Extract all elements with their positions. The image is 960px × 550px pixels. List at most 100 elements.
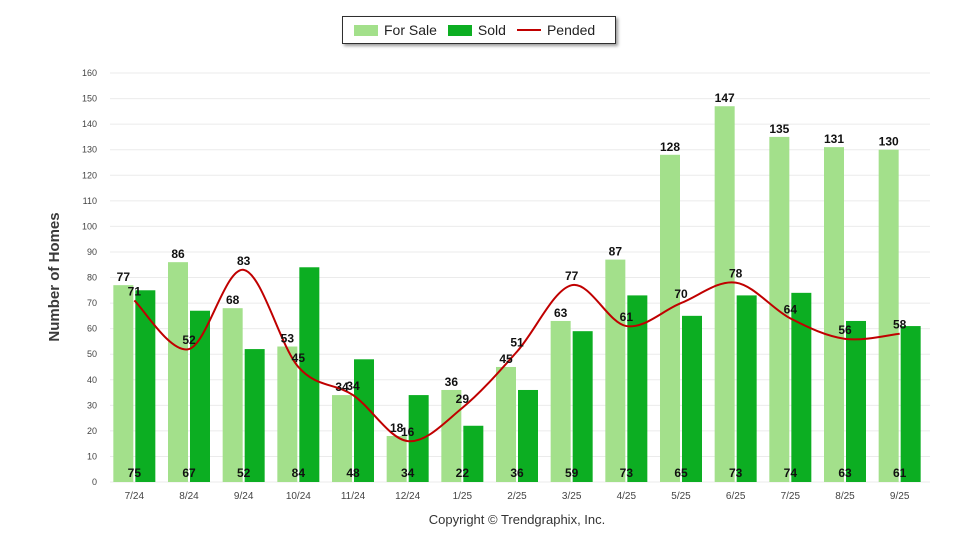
x-tick-label: 8/24 — [179, 491, 199, 502]
x-tick-label: 4/25 — [617, 491, 637, 502]
label-sold: 63 — [838, 466, 852, 480]
x-tick-label: 3/25 — [562, 491, 582, 502]
label-for-sale: 53 — [281, 332, 295, 346]
label-sold: 48 — [346, 466, 360, 480]
bar-sold — [791, 292, 812, 482]
label-sold: 74 — [784, 466, 798, 480]
label-sold: 73 — [729, 466, 743, 480]
y-tick-label: 100 — [82, 221, 97, 231]
x-tick-label: 6/25 — [726, 491, 746, 502]
label-sold: 59 — [565, 466, 579, 480]
y-tick-label: 120 — [82, 170, 97, 180]
bar-for-sale — [496, 366, 516, 482]
label-pended: 34 — [346, 379, 360, 393]
x-tick-label: 8/25 — [835, 491, 855, 502]
bar-for-sale — [824, 147, 844, 482]
bar-for-sale — [550, 320, 571, 482]
label-pended: 64 — [784, 302, 798, 316]
bar-for-sale — [113, 285, 134, 482]
label-for-sale: 87 — [609, 245, 623, 259]
chart-legend: For Sale Sold Pended — [342, 16, 616, 44]
label-for-sale: 147 — [715, 91, 735, 105]
legend-swatch-for-sale — [354, 24, 378, 36]
y-tick-label: 140 — [82, 119, 97, 129]
x-tick-label: 12/24 — [395, 491, 420, 502]
y-tick-label: 20 — [87, 426, 97, 436]
bar-sold — [518, 389, 538, 482]
label-pended: 45 — [292, 351, 306, 365]
x-tick-label: 11/24 — [341, 491, 366, 502]
label-sold: 84 — [292, 466, 306, 480]
label-for-sale: 34 — [335, 380, 349, 394]
pended-line — [133, 268, 900, 443]
bar-sold — [682, 315, 702, 482]
label-pended: 61 — [620, 310, 634, 324]
y-tick-label: 30 — [87, 400, 97, 410]
label-for-sale: 77 — [117, 270, 131, 284]
bar-for-sale — [277, 346, 298, 482]
x-tick-label: 9/24 — [234, 491, 254, 502]
label-for-sale: 36 — [445, 375, 459, 389]
bar-sold — [736, 295, 757, 482]
y-tick-label: 110 — [83, 196, 97, 206]
legend-swatch-pended — [516, 29, 541, 31]
bar-for-sale — [386, 435, 407, 482]
bar-sold — [190, 310, 210, 482]
y-tick-label: 150 — [82, 94, 97, 104]
y-axis-title: Number of Homes — [46, 212, 63, 341]
label-sold: 73 — [620, 466, 634, 480]
label-pended: 58 — [893, 318, 907, 332]
label-pended: 29 — [456, 392, 470, 406]
x-tick-label: 9/25 — [890, 491, 910, 502]
label-pended: 83 — [237, 254, 251, 268]
bar-for-sale — [168, 262, 188, 482]
label-pended: 70 — [674, 287, 688, 301]
y-tick-label: 90 — [87, 247, 97, 257]
label-sold: 22 — [456, 466, 470, 480]
label-for-sale: 18 — [390, 421, 404, 435]
bar-for-sale — [332, 395, 352, 482]
legend-swatch-sold — [447, 24, 472, 36]
y-tick-label: 70 — [87, 298, 97, 308]
label-for-sale: 130 — [879, 135, 899, 149]
bar-sold — [299, 267, 320, 482]
label-sold: 67 — [182, 466, 196, 480]
label-pended: 16 — [401, 425, 415, 439]
bar-sold — [244, 349, 265, 482]
y-tick-label: 10 — [87, 451, 97, 461]
x-tick-label: 7/25 — [781, 491, 801, 502]
copyright-text: Copyright © Trendgraphix, Inc. — [428, 512, 606, 527]
label-sold: 75 — [128, 466, 142, 480]
x-tick-label: 2/25 — [507, 491, 527, 502]
label-sold: 61 — [893, 466, 907, 480]
label-sold: 65 — [674, 466, 688, 480]
x-tick-label: 5/25 — [671, 491, 691, 502]
bar-sold — [900, 326, 921, 482]
label-for-sale: 128 — [660, 140, 680, 154]
x-tick-label: 10/24 — [286, 491, 311, 502]
label-for-sale: 135 — [769, 122, 789, 136]
label-for-sale: 63 — [554, 306, 568, 320]
label-pended: 77 — [565, 269, 579, 283]
bar-for-sale — [222, 308, 243, 482]
label-sold: 52 — [237, 466, 251, 480]
legend-item-sold: Sold — [447, 22, 506, 38]
legend-label-pended: Pended — [546, 22, 596, 38]
y-tick-label: 40 — [87, 375, 97, 385]
y-tick-label: 80 — [87, 273, 97, 283]
y-tick-label: 160 — [82, 68, 97, 78]
bar-for-sale — [714, 106, 735, 482]
label-pended: 52 — [182, 333, 196, 347]
bar-sold — [463, 425, 484, 482]
bar-for-sale — [769, 136, 790, 482]
bar-sold — [408, 395, 429, 482]
label-pended: 51 — [510, 336, 524, 350]
bar-sold — [572, 331, 593, 482]
bar-sold — [627, 295, 648, 482]
label-sold: 34 — [401, 466, 415, 480]
label-pended: 71 — [128, 285, 142, 299]
bar-for-sale — [660, 154, 680, 483]
bar-sold — [846, 320, 866, 482]
bar-for-sale — [605, 259, 626, 482]
